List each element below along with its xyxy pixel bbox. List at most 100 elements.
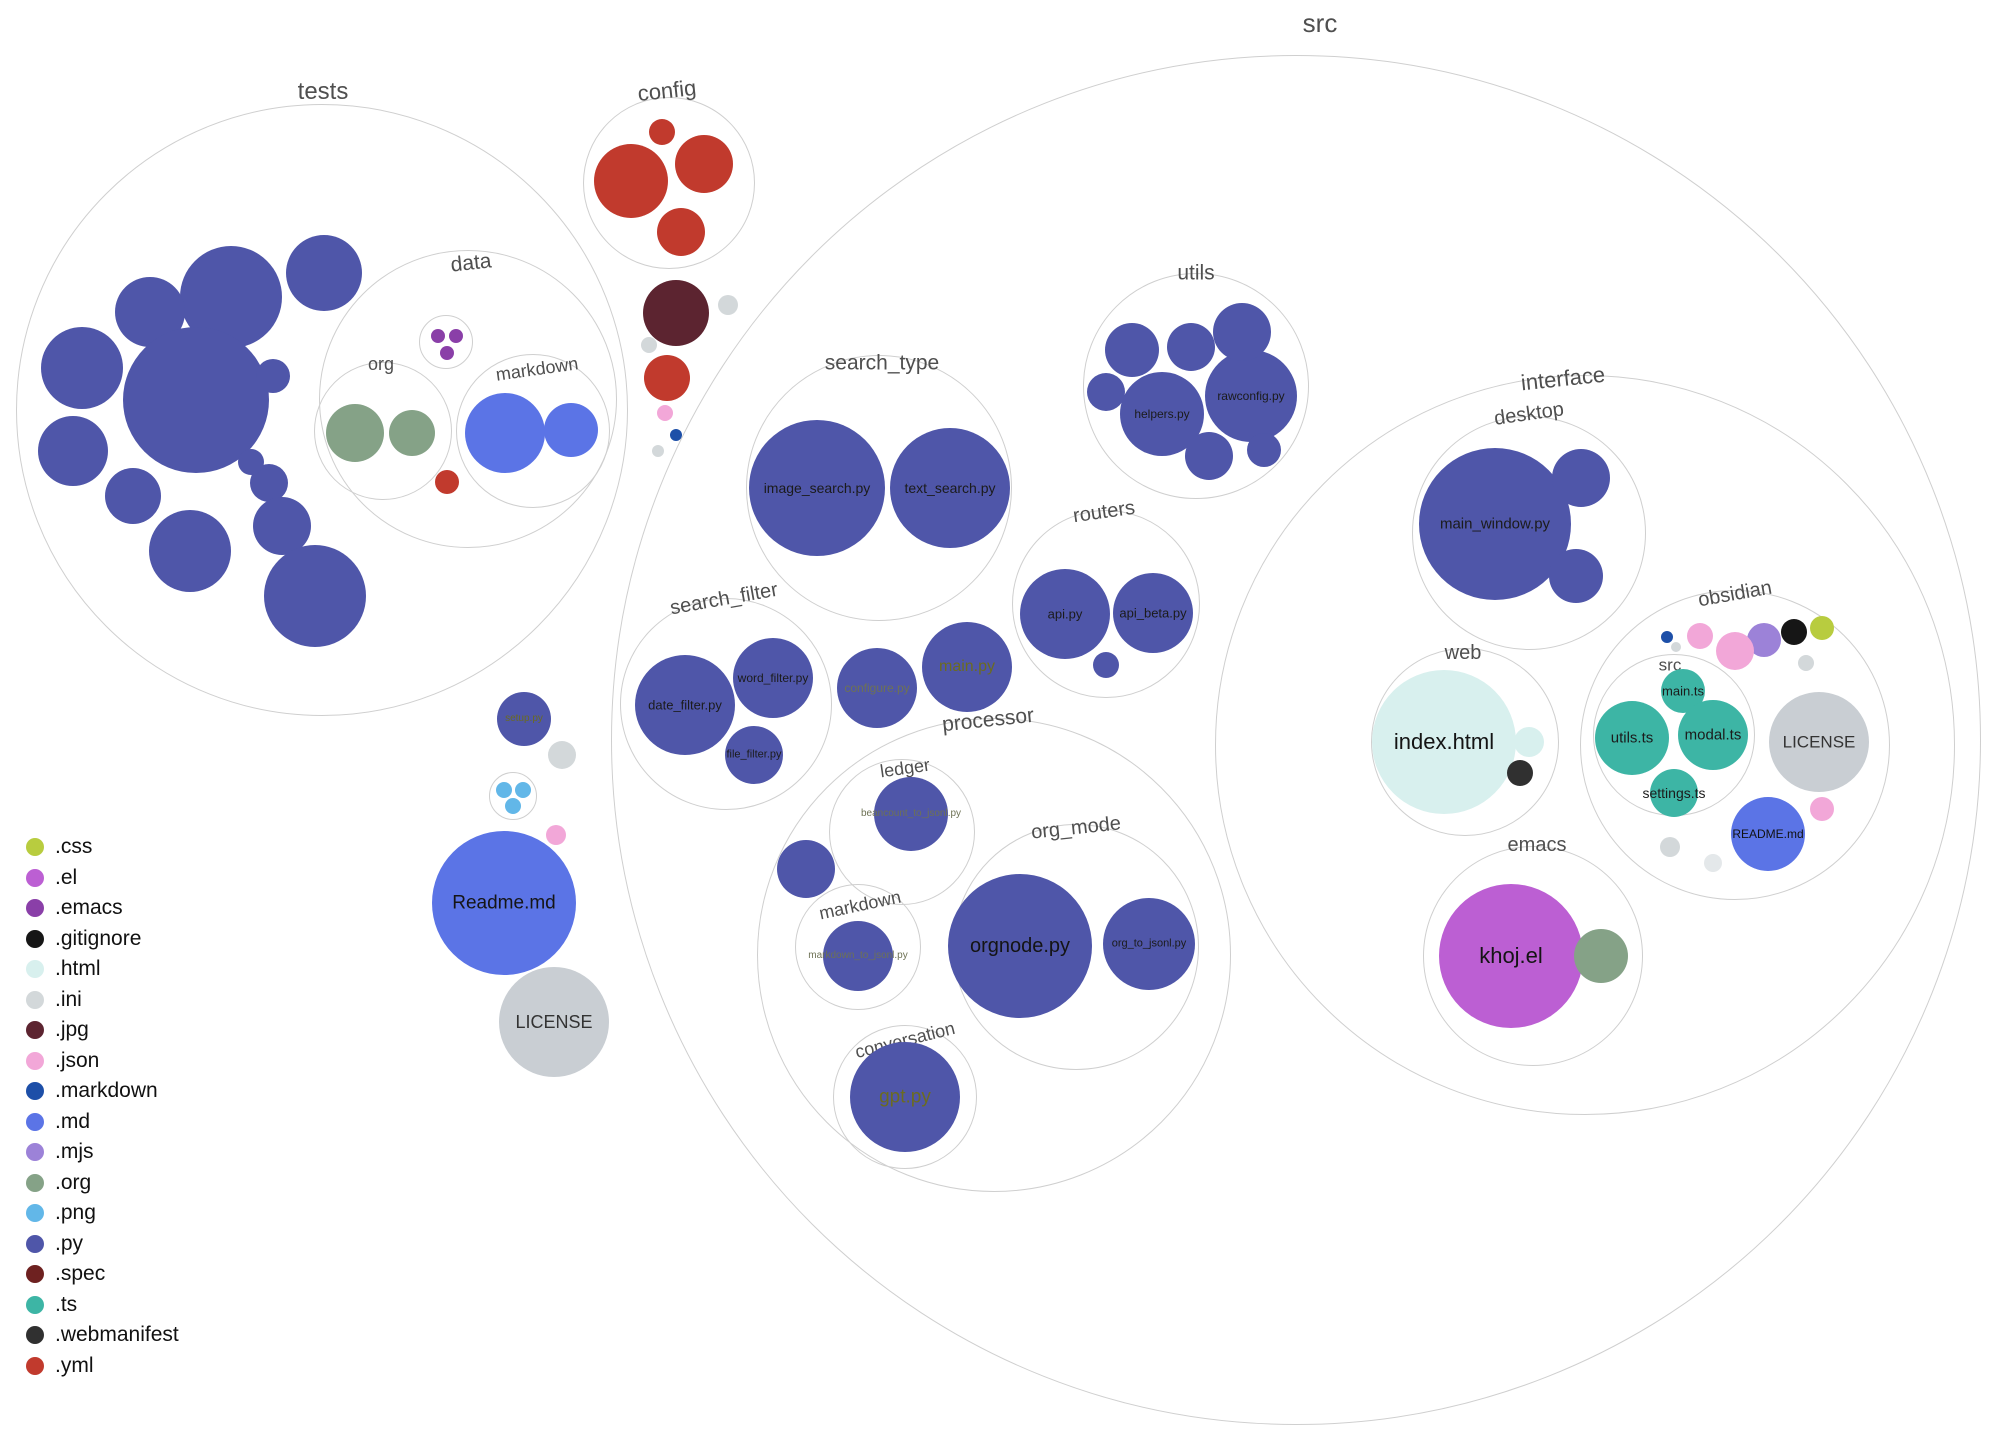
data-md-file-2 [544, 403, 598, 457]
tests-py-5 [123, 327, 269, 473]
file-file-filter-py [725, 726, 783, 784]
obsidian-ini-dot-3 [1660, 837, 1680, 857]
tests-py-2 [286, 235, 362, 311]
web-webmanifest-dot [1507, 760, 1533, 786]
legend-label-mjs: .mjs [55, 1140, 94, 1164]
file-main-window-py [1419, 448, 1571, 600]
root-readme-md-label: Readme.md [452, 892, 556, 914]
data-emacs-dot-1 [431, 329, 445, 343]
tests-py-7 [105, 468, 161, 524]
file-beancount-to-jsonl-py [874, 777, 948, 851]
legend-swatch-html [26, 960, 44, 979]
utils-py-3 [1213, 303, 1271, 361]
dir-data-markdown [456, 354, 610, 508]
file-api-beta-py [1113, 573, 1193, 653]
dir-search-type-label: search_type [824, 351, 940, 375]
file-word-filter-py-label: word_filter.py [737, 671, 809, 685]
dir-search-filter [620, 598, 832, 810]
file-gpt-py [850, 1042, 960, 1152]
legend-swatch-css [26, 838, 44, 857]
dir-web [1371, 648, 1559, 836]
obsidian-ini-dot-1 [1671, 642, 1681, 652]
root-json-dot-2 [546, 825, 566, 845]
file-utils-ts-label: utils.ts [1610, 729, 1654, 747]
dir-data-org [314, 362, 452, 500]
legend-swatch-webmanifest [26, 1326, 44, 1345]
file-modal-ts-label: modal.ts [1684, 726, 1742, 744]
legend-item-jpg: .jpg [26, 1015, 179, 1046]
legend-swatch-json [26, 1051, 44, 1070]
tests-py-11 [253, 497, 311, 555]
file-main-py [922, 622, 1012, 712]
desktop-py-2 [1549, 549, 1603, 603]
legend-item-mjs: .mjs [26, 1137, 179, 1168]
legend-item-yml: .yml [26, 1351, 179, 1382]
legend-item-spec: .spec [26, 1259, 179, 1290]
data-emacs-dot-3 [440, 346, 454, 360]
file-helpers-py-label: helpers.py [1134, 407, 1190, 421]
obsidian-css-dot [1810, 616, 1834, 640]
legend-item-org: .org [26, 1168, 179, 1199]
file-main-ts-label: main.ts [1662, 683, 1704, 699]
web-html-dot [1514, 727, 1544, 757]
utils-py-6 [1247, 433, 1281, 467]
dir-utils [1083, 273, 1309, 499]
utils-py-1 [1105, 323, 1159, 377]
legend-label-md: .md [55, 1109, 91, 1133]
legend-label-png: .png [55, 1201, 96, 1225]
obsidian-json-dot-3 [1810, 797, 1834, 821]
dir-emacs-label: emacs [1507, 834, 1567, 856]
root-markdown-dot [670, 429, 682, 441]
legend-swatch-org [26, 1173, 44, 1192]
file-api-beta-py-label: api_beta.py [1119, 605, 1187, 621]
obsidian-ini-dot-4 [1704, 854, 1722, 872]
emacs-org-file [1574, 929, 1628, 983]
legend-item-markdown: .markdown [26, 1076, 179, 1107]
legend-item-ini: .ini [26, 985, 179, 1016]
legend-swatch-md [26, 1112, 44, 1131]
root-json-dot [657, 405, 673, 421]
file-orgnode-py [948, 874, 1092, 1018]
file-khoj-el-label: khoj.el [1479, 943, 1543, 968]
file-date-filter-py-label: date_filter.py [648, 697, 722, 713]
legend-swatch-ini [26, 990, 44, 1009]
config-yml-3 [657, 208, 705, 256]
dir-processor [757, 718, 1231, 1192]
legend-label-emacs: .emacs [55, 896, 123, 920]
root-setup-py-label: setup.py [505, 713, 543, 724]
file-obsidian-readme-md [1731, 797, 1805, 871]
root-ini-dot-2 [641, 337, 657, 353]
file-markdown-to-jsonl-py [823, 921, 893, 991]
data-org-file-1 [326, 404, 384, 462]
processor-py-1 [777, 840, 835, 898]
dir-conversation [833, 1025, 977, 1169]
utils-py-4 [1087, 373, 1125, 411]
dir-obsidian [1580, 590, 1890, 900]
legend-item-ts: .ts [26, 1290, 179, 1321]
dir-proc-markdown [795, 884, 921, 1010]
file-word-filter-py [733, 638, 813, 718]
legend-item-el: .el [26, 863, 179, 894]
root-png-dot-1 [496, 782, 512, 798]
file-beancount-to-jsonl-py-label: beancount_to_jsonl.py [860, 808, 962, 819]
file-index-html [1372, 670, 1516, 814]
data-yml-dot [435, 470, 459, 494]
file-date-filter-py [635, 655, 735, 755]
tests-py-4 [41, 327, 123, 409]
routers-py-dot [1093, 652, 1119, 678]
obsidian-gitignore-dot [1781, 619, 1807, 645]
config-yml-1 [594, 144, 668, 218]
obsidian-markdown-dot [1661, 631, 1673, 643]
file-org-to-jsonl-py [1103, 898, 1195, 990]
legend-label-ini: .ini [55, 987, 82, 1011]
dir-desktop [1412, 416, 1646, 650]
file-settings-ts-label: settings.ts [1642, 785, 1706, 801]
root-setup-py [497, 692, 551, 746]
config-yml-4 [649, 119, 675, 145]
root-png-dot-2 [515, 782, 531, 798]
legend-swatch-spec [26, 1265, 44, 1284]
file-text-search-py-label: text_search.py [904, 480, 996, 496]
data-org-file-2 [389, 410, 435, 456]
desktop-py-1 [1552, 449, 1610, 507]
